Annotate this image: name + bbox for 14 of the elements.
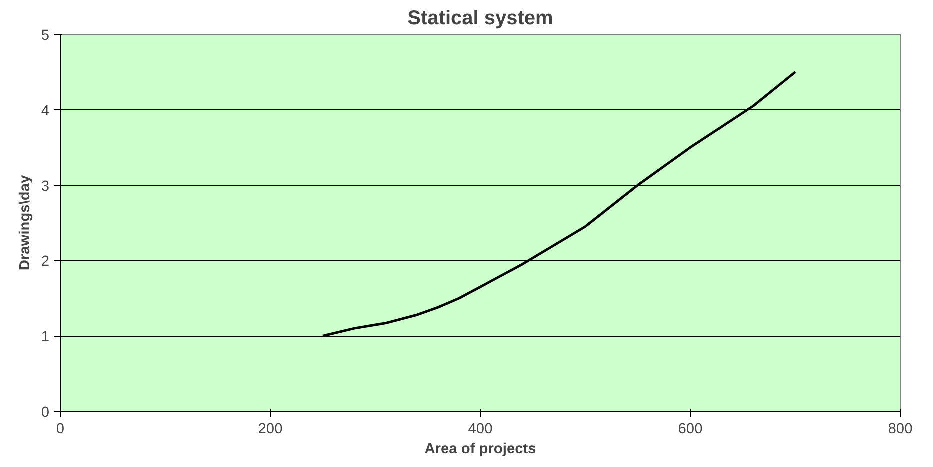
x-tick-label: 600 [678,422,703,438]
y-tick-label: 5 [41,28,50,44]
y-tick-label: 3 [41,178,50,195]
y-tick-label: 0 [41,405,50,421]
x-tick-label: 800 [888,422,913,438]
y-tick-label: 4 [41,103,50,120]
y-tick-label: 1 [41,330,50,346]
chart-title: Statical system [408,8,554,30]
y-axis-title: Drawings\day [17,174,34,271]
x-axis-title: Area of projects [424,442,536,458]
x-tick-label: 0 [56,422,65,438]
x-tick-label: 400 [468,422,493,438]
x-tick-label: 200 [258,422,283,438]
y-tick-label: 2 [41,254,50,270]
